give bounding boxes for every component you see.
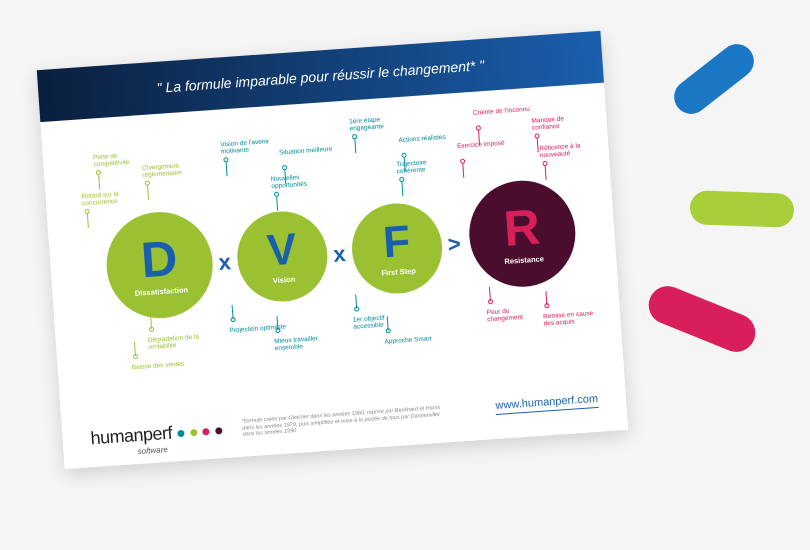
callout-label: 1er objectif accessible: [353, 313, 414, 332]
circle-letter: R: [502, 202, 542, 254]
infographic-card: " La formule imparable pour réussir le c…: [37, 31, 629, 469]
operator: x: [332, 241, 346, 268]
callout-label: 1ère étape engageante: [349, 114, 410, 133]
callout-label: Mieux travailler ensemble: [274, 334, 335, 353]
canvas: " La formule imparable pour réussir le c…: [0, 0, 810, 550]
footnote-text: *formule créée par Gleicher dans les ann…: [242, 404, 453, 438]
operator: >: [447, 231, 462, 258]
circle-letter: D: [139, 233, 179, 285]
circle-letter: V: [266, 228, 298, 274]
circle-label: Vision: [272, 275, 295, 286]
logo-subtitle: software: [137, 445, 168, 456]
callout-label: Remise en cause des acquis: [543, 309, 604, 328]
callout-label: Actions réalistes: [398, 133, 458, 145]
callout-label: Exercice imposé: [457, 139, 517, 151]
callout-label: Crainte de l'inconnu: [473, 106, 533, 118]
logo-dot-icon: [215, 427, 222, 434]
callout-label: Retard sur la concurrence: [81, 189, 142, 208]
callout-label: Peur du changement: [487, 305, 548, 324]
formula-area: DDissatisfactionVVisionFFirst StepRResis…: [40, 83, 622, 392]
callout-label: Baisse des ventes: [131, 360, 191, 372]
circle-letter: F: [382, 220, 412, 266]
card-footer: humanperf software *formule créée par Gl…: [61, 372, 629, 469]
logo-dot-icon: [190, 429, 197, 436]
logo-dot-icon: [202, 428, 209, 435]
circle-label: Resistance: [504, 254, 544, 266]
operator: x: [218, 249, 232, 276]
callout-label: Nouvelles opportunités: [271, 172, 332, 191]
callout-label: Manque de confiance: [531, 114, 592, 133]
callout-label: Réticence à la nouveauté: [539, 141, 600, 160]
formula-circle-v: VVision: [234, 208, 330, 304]
formula-circle-d: DDissatisfaction: [103, 209, 216, 322]
footer-url: www.humanperf.com: [495, 393, 599, 415]
callout-label: Approche Smart: [384, 334, 444, 346]
formula-circle-r: RResistance: [466, 177, 579, 290]
callout-label: Trajectoire cohérente: [396, 157, 457, 176]
decorative-pill: [643, 280, 761, 357]
callout-label: Dégradation de la rentabilité: [148, 333, 209, 352]
formula-circle-f: FFirst Step: [349, 200, 445, 296]
decorative-pill: [689, 190, 794, 228]
decorative-pill: [667, 37, 760, 120]
callout-label: Situation meilleure: [279, 145, 339, 157]
header-title: " La formule imparable pour réussir le c…: [156, 57, 485, 96]
logo-dot-icon: [177, 430, 184, 437]
callout-label: Vision de l'avenir motivante: [220, 137, 281, 156]
circle-label: First Step: [381, 266, 416, 277]
callout-label: Changement réglementaire: [142, 161, 203, 180]
